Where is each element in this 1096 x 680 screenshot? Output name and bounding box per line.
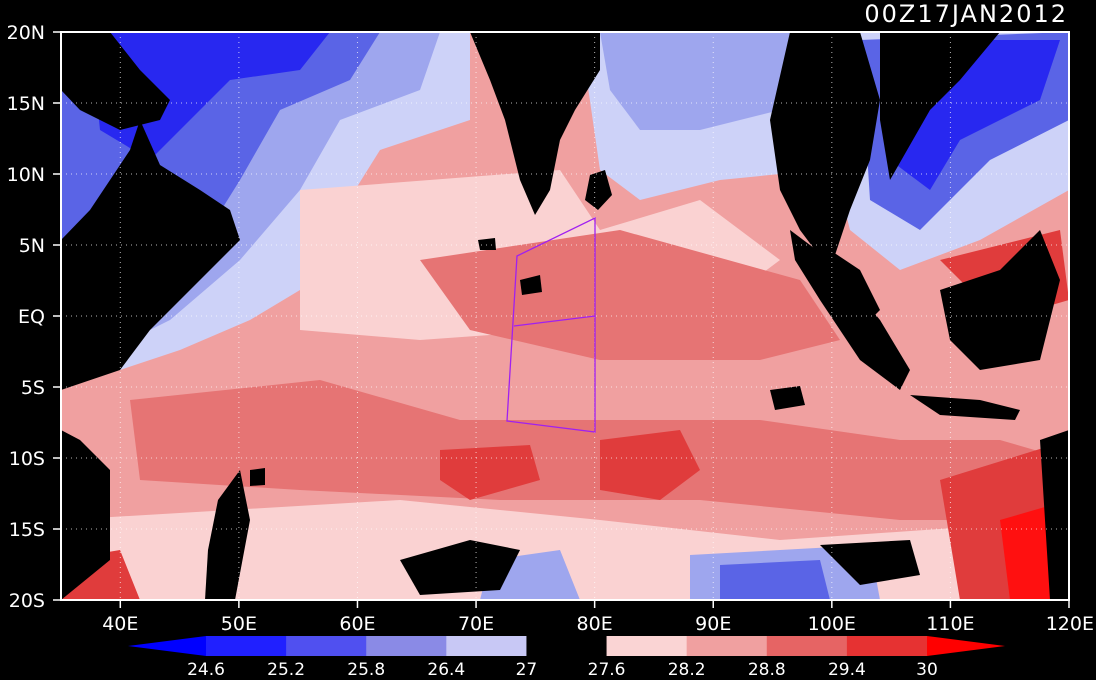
region-box-outline: [506, 216, 596, 433]
colorbar-label: 30: [916, 660, 938, 680]
lat-tick-label: 20S: [9, 590, 45, 612]
colorbar-segment: [526, 636, 608, 656]
colorbar-segment: [606, 636, 688, 656]
colorbar-label: 24.6: [187, 660, 225, 680]
lat-tick-label: 10S: [9, 448, 45, 470]
colorbar-segment: [446, 636, 527, 656]
colorbar-label: 27.6: [588, 660, 626, 680]
land-isle-3: [520, 275, 542, 295]
land-africa-south: [61, 430, 110, 600]
cool-light-bengal: [600, 32, 800, 130]
colorbar-label: 29.4: [828, 660, 866, 680]
lon-tick-label: 120E: [1046, 613, 1094, 635]
lon-tick-label: 90E: [695, 613, 731, 635]
longitude-labels: 40E 50E 60E 70E 80E 90E 100E 110E 120E: [102, 600, 1094, 635]
region-box: [506, 216, 596, 433]
map-panel: [61, 32, 1069, 600]
lon-tick-label: 110E: [926, 613, 974, 635]
colorbar-label: 25.8: [347, 660, 385, 680]
cool-mid-south2: [720, 560, 830, 600]
land-australia: [1040, 430, 1069, 600]
land-indochina: [880, 32, 1000, 180]
land-africa-north: [61, 120, 240, 390]
colorbar-segment: [206, 636, 287, 656]
map-title: 00Z17JAN2012: [864, 0, 1068, 28]
land-south-band-2: [820, 540, 920, 585]
land-sumatra: [790, 230, 910, 390]
land-india: [470, 32, 600, 215]
lon-tick-label: 100E: [808, 613, 856, 635]
colorbar-segment: [286, 636, 367, 656]
land-arabia: [61, 32, 170, 130]
warm-strong-s1: [600, 430, 700, 500]
colorbar-min-extend: [128, 636, 206, 656]
warm-mid-central: [420, 230, 840, 360]
colorbar-segment: [686, 636, 768, 656]
lat-tick-label: 15S: [9, 519, 45, 541]
land-south-band-1: [400, 540, 520, 595]
colorbar-label: 25.2: [267, 660, 305, 680]
colorbar-label: 28.2: [668, 660, 706, 680]
land-isle-2: [478, 238, 496, 250]
lat-tick-label: 5N: [19, 235, 45, 257]
land-isle-1: [770, 386, 805, 410]
warm-strong-s2: [440, 445, 540, 500]
land-java: [910, 395, 1020, 420]
lat-tick-label: 15N: [7, 93, 45, 115]
colorbar-label: 26.4: [427, 660, 465, 680]
lat-tick-label: 20N: [7, 22, 45, 44]
land-sri-lanka: [585, 170, 612, 210]
warm-mid-south: [130, 380, 1069, 520]
colorbar-label: 28.8: [748, 660, 786, 680]
lon-tick-label: 40E: [102, 613, 138, 635]
colorbar-segment: [766, 636, 848, 656]
colorbar-segment: [366, 636, 447, 656]
latitude-labels: 20N 15N 10N 5N EQ 5S 10S 15S 20S: [7, 22, 61, 612]
lat-tick-label: 10N: [7, 164, 45, 186]
lon-tick-label: 60E: [339, 613, 375, 635]
cool-deep-arabian: [90, 32, 330, 160]
lon-tick-label: 50E: [221, 613, 257, 635]
land-masks: [61, 32, 1069, 600]
colorbar: 24.6 25.2 25.8 26.4 27 27.6 28.2 28.8 29.4 30: [128, 636, 1005, 680]
lat-tick-label: EQ: [18, 306, 45, 328]
land-borneo: [940, 230, 1060, 370]
lat-tick-label: 5S: [21, 377, 45, 399]
colorbar-segment: [846, 636, 928, 656]
colorbar-label: 27: [516, 660, 538, 680]
gridlines: [61, 32, 1069, 600]
land-isle-4: [250, 468, 265, 486]
land-myanmar-thai: [770, 32, 880, 270]
colorbar-max-extend: [927, 636, 1005, 656]
lon-tick-label: 70E: [458, 613, 494, 635]
lon-tick-label: 80E: [577, 613, 613, 635]
